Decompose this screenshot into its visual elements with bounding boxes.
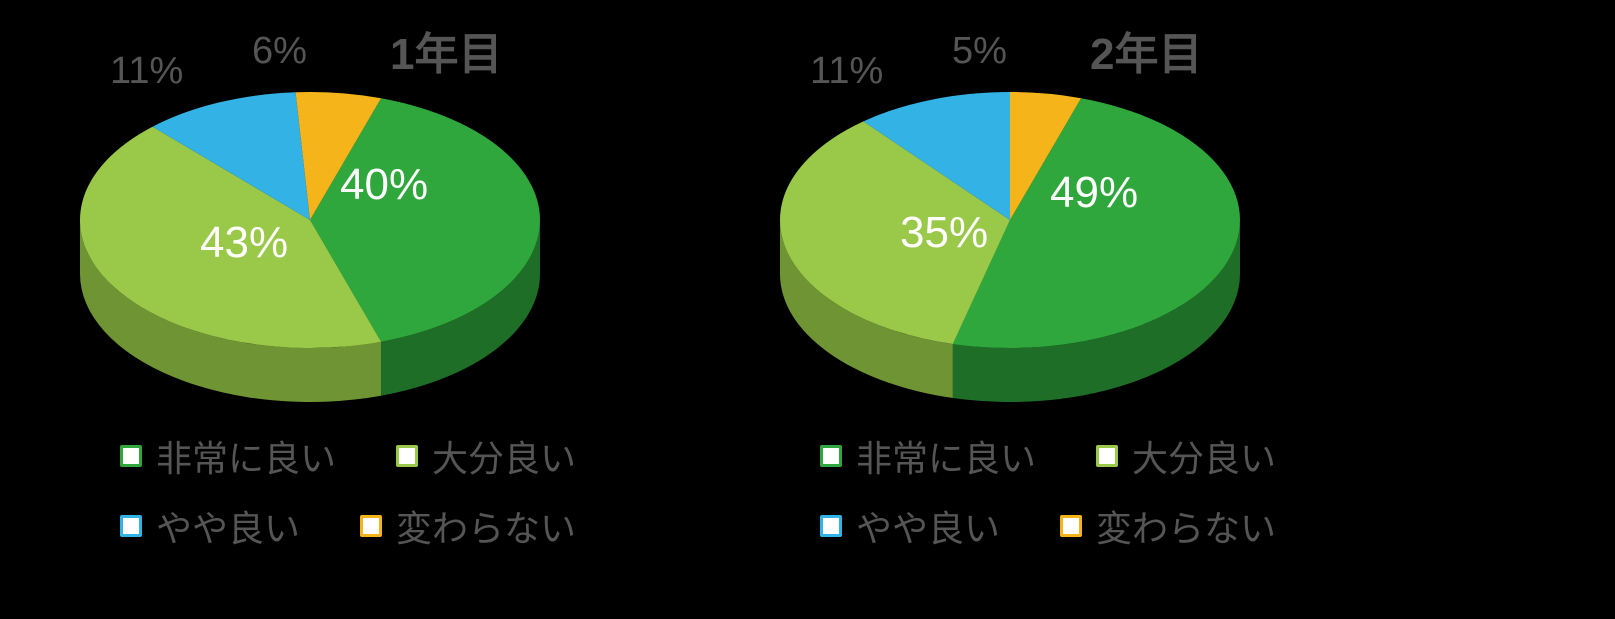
pct-label-very_good: 40% [340, 160, 428, 210]
pct-label-quite_good: 35% [900, 208, 988, 258]
pct-label-a_bit_good: 11% [810, 50, 883, 93]
legend-item-quite_good: 大分良い [396, 430, 576, 482]
pie-chart [760, 72, 1260, 422]
legend-label: 変わらない [396, 500, 576, 552]
legend-swatch-very_good [120, 445, 142, 467]
chart-title: 1年目 [390, 18, 502, 82]
legend: 非常に良い 大分良いやや良い 変わらない [120, 430, 576, 570]
pct-label-no_change: 5% [952, 30, 1007, 73]
legend-item-no_change: 変わらない [360, 500, 576, 552]
chart-stage: 1年目 40% 43% 11% 6% 非常に良い 大分良いやや良い 変わらない 2年目 49% 35… [0, 0, 1615, 619]
legend-label: 大分良い [432, 430, 576, 482]
legend-item-quite_good: 大分良い [1096, 430, 1276, 482]
pct-label-quite_good: 43% [200, 218, 288, 268]
pct-label-no_change: 6% [252, 30, 307, 73]
legend-swatch-a_bit_good [120, 515, 142, 537]
pct-label-a_bit_good: 11% [110, 50, 183, 93]
chart-title: 2年目 [1090, 18, 1202, 82]
legend-item-very_good: 非常に良い [820, 430, 1036, 482]
legend-swatch-quite_good [396, 445, 418, 467]
legend-label: 変わらない [1096, 500, 1276, 552]
legend-label: 大分良い [1132, 430, 1276, 482]
legend-swatch-no_change [360, 515, 382, 537]
legend-swatch-a_bit_good [820, 515, 842, 537]
legend-item-very_good: 非常に良い [120, 430, 336, 482]
legend-label: 非常に良い [156, 430, 336, 482]
legend-item-a_bit_good: やや良い [820, 500, 1000, 552]
legend: 非常に良い 大分良いやや良い 変わらない [820, 430, 1276, 570]
legend-item-no_change: 変わらない [1060, 500, 1276, 552]
pie-chart [60, 72, 560, 422]
legend-swatch-very_good [820, 445, 842, 467]
legend-swatch-quite_good [1096, 445, 1118, 467]
legend-swatch-no_change [1060, 515, 1082, 537]
legend-label: やや良い [156, 500, 300, 552]
legend-label: 非常に良い [856, 430, 1036, 482]
legend-item-a_bit_good: やや良い [120, 500, 300, 552]
legend-label: やや良い [856, 500, 1000, 552]
pct-label-very_good: 49% [1050, 168, 1138, 218]
